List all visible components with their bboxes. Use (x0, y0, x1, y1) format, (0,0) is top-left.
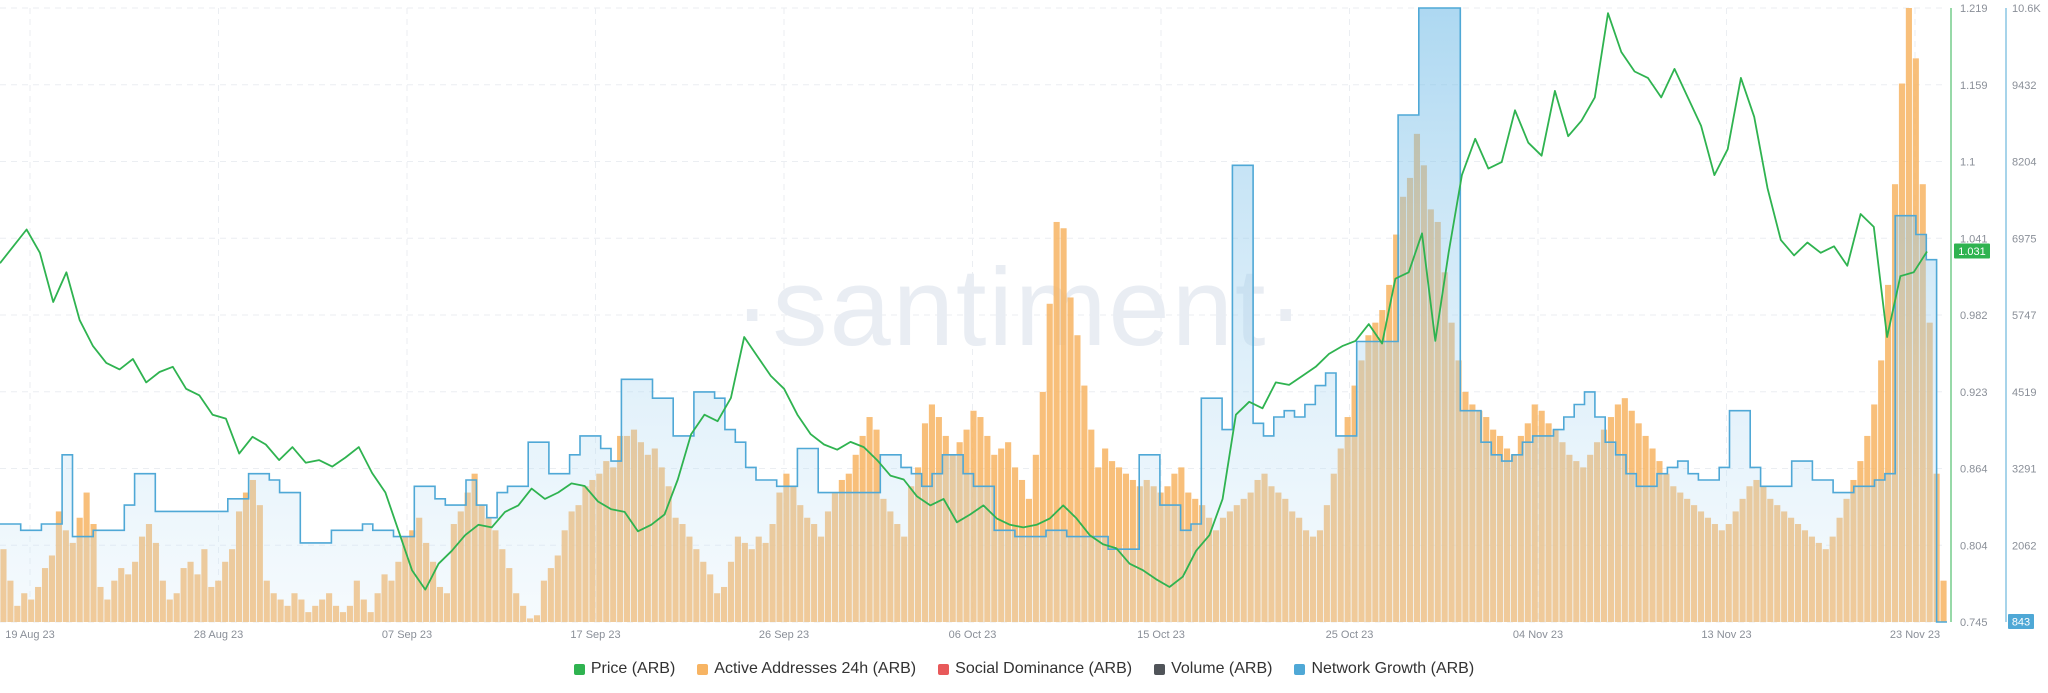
legend-label: Network Growth (ARB) (1311, 660, 1475, 677)
x-tick-label: 23 Nov 23 (1890, 629, 1940, 641)
x-tick-label: 15 Oct 23 (1137, 629, 1185, 641)
x-tick-label: 28 Aug 23 (194, 629, 244, 641)
legend-item[interactable]: Social Dominance (ARB) (938, 660, 1132, 678)
price-current-label: 1.031 (1958, 246, 1986, 258)
active-addresses-bar (1122, 473, 1129, 622)
x-tick-label: 13 Nov 23 (1701, 629, 1751, 641)
watermark: ·santiment· (734, 246, 1306, 369)
legend-label: Active Addresses 24h (ARB) (714, 660, 917, 677)
active-addresses-bar (1109, 461, 1116, 622)
active-addresses-bar (1074, 335, 1081, 622)
x-tick-label: 04 Nov 23 (1513, 629, 1563, 641)
network-current-badge (2008, 614, 2034, 629)
legend-label: Volume (ARB) (1171, 660, 1273, 677)
active-addresses-bar (1060, 228, 1067, 622)
x-axis: 19 Aug 23 28 Aug 23 07 Sep 23 17 Sep 23 26 S… (5, 629, 1940, 641)
legend-swatch (697, 663, 709, 675)
active-addresses-bar (1081, 385, 1088, 622)
price-tick-label: 1.041 (1960, 233, 1988, 245)
legend-swatch (938, 663, 950, 675)
network-tick-label: 10.6K (2012, 3, 2041, 15)
price-tick-label: 0.923 (1960, 387, 1988, 399)
x-tick-label: 17 Sep 23 (570, 629, 620, 641)
price-current-badge (1954, 243, 1990, 259)
network-tick-label: 4519 (2012, 387, 2036, 399)
legend-item[interactable]: Network Growth (ARB) (1294, 660, 1474, 678)
x-tick-label: 26 Sep 23 (759, 629, 809, 641)
price-tick-label: 0.745 (1960, 617, 1988, 629)
price-tick-label: 1.1 (1960, 157, 1975, 169)
active-addresses-bar (1039, 391, 1046, 622)
price-tick-label: 0.804 (1960, 540, 1988, 552)
x-tick-label: 06 Oct 23 (949, 629, 997, 641)
active-addresses-bar (1053, 221, 1060, 622)
legend-item[interactable]: Volume (ARB) (1154, 660, 1272, 678)
active-addresses-bar (1046, 303, 1053, 622)
active-addresses-bar (1115, 467, 1123, 622)
price-tick-label: 1.159 (1960, 80, 1988, 92)
legend-label: Social Dominance (ARB) (955, 660, 1133, 677)
legend-item[interactable]: Price (ARB) (573, 660, 676, 678)
network-growth-line (0, 7, 1947, 623)
network-tick-label: 5747 (2012, 310, 2036, 322)
legend-swatch (573, 663, 585, 675)
active-addresses-bar (1940, 580, 1947, 622)
legend-label: Price (ARB) (590, 660, 676, 677)
network-tick-label: 2062 (2012, 540, 2036, 552)
network-tick-label: 3291 (2012, 464, 2036, 476)
network-tick-label: 6975 (2012, 233, 2036, 245)
active-addresses-bar (1102, 448, 1109, 622)
legend-swatch (1154, 663, 1166, 675)
legend: Price (ARB) Active Addresses 24h (ARB) Soc… (0, 660, 2048, 678)
active-addresses-bar (1088, 429, 1095, 622)
active-addresses-bar (1885, 284, 1892, 622)
price-series (0, 12, 1928, 591)
current-value-badges: 1.031 843 (1954, 243, 2034, 629)
network-current-label: 843 (2012, 617, 2030, 629)
price-tick-label: 1.219 (1960, 3, 1988, 15)
price-tick-label: 0.864 (1960, 464, 1988, 476)
active-addresses-bar (1067, 297, 1074, 622)
chart-canvas: ·santiment· 19 Aug 23 28 Aug 23 07 Sep 23 1… (0, 3, 2041, 641)
network-tick-label: 9432 (2012, 80, 2036, 92)
y-axis-price: 1.219 1.159 1.1 1.041 0.982 0.923 0.864 0.804 0.… (1950, 3, 1988, 629)
network-tick-label: 8204 (2012, 157, 2036, 169)
x-tick-label: 25 Oct 23 (1326, 629, 1374, 641)
price-tick-label: 0.982 (1960, 310, 1988, 322)
x-tick-label: 19 Aug 23 (5, 629, 55, 641)
price-line (0, 12, 1928, 591)
x-tick-label: 07 Sep 23 (382, 629, 432, 641)
y-axis-network: 10.6K 9432 8204 6975 5747 4519 3291 2062 843 (2005, 3, 2041, 629)
legend-item[interactable]: Active Addresses 24h (ARB) (697, 660, 916, 678)
legend-swatch (1294, 663, 1306, 675)
network-growth-series (0, 7, 1947, 623)
